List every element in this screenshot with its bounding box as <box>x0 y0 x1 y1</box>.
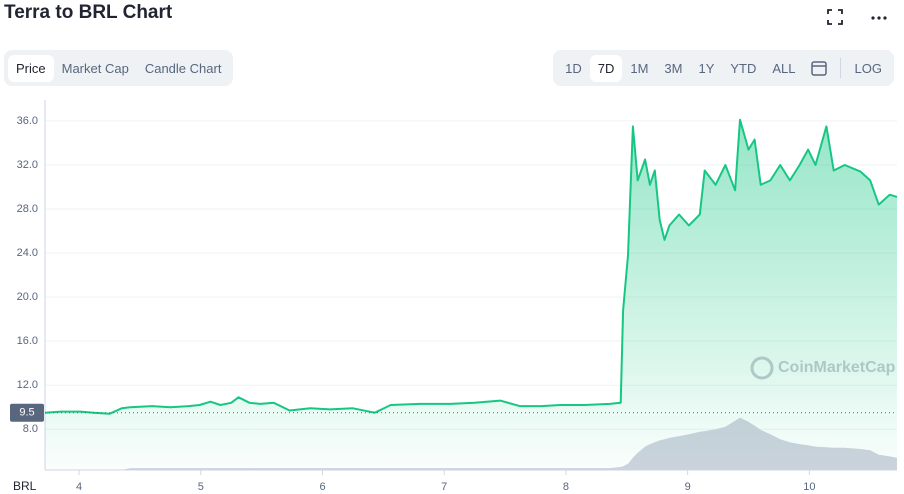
separator <box>839 58 841 78</box>
toolbar-icons <box>826 8 888 26</box>
range-button[interactable]: 3M <box>664 60 683 76</box>
price-line <box>44 118 898 415</box>
range-button[interactable]: YTD <box>730 60 757 76</box>
currency-label: BRL <box>13 479 37 493</box>
chart-title: Terra to BRL Chart <box>4 2 173 23</box>
y-tick-label: 36.0 <box>17 115 38 127</box>
y-tick-label: 8.0 <box>23 423 38 435</box>
x-tick-label: 6 <box>319 481 325 493</box>
y-tick-label: 32.0 <box>17 159 38 171</box>
range-button[interactable]: 1Y <box>698 60 715 76</box>
x-tick-label: 8 <box>563 481 569 493</box>
range-button[interactable]: ALL <box>772 60 796 76</box>
tab[interactable]: Price <box>8 54 54 82</box>
tab-group: Price Market Cap Candle Chart <box>4 50 234 86</box>
log-button[interactable]: LOG <box>854 60 882 76</box>
x-tick-label: 4 <box>76 481 82 493</box>
y-tick-label: 20.0 <box>17 291 38 303</box>
range-group: 1D 7D 1M 3M 1Y YTD ALL LOG <box>553 50 894 86</box>
tab[interactable]: Candle Chart <box>144 60 222 76</box>
more-icon[interactable] <box>870 8 888 26</box>
range-button[interactable]: 1D <box>565 60 582 76</box>
calendar-icon[interactable] <box>804 59 834 77</box>
reference-label-bg <box>10 403 44 422</box>
fullscreen-icon[interactable] <box>826 8 844 26</box>
x-tick-label: 7 <box>441 481 447 493</box>
y-tick-label: 16.0 <box>17 335 38 347</box>
price-area <box>45 119 897 471</box>
range-button[interactable]: 1M <box>630 60 649 76</box>
y-tick-label: 12.0 <box>17 379 38 391</box>
tab[interactable]: Market Cap <box>61 60 129 76</box>
y-tick-label: 24.0 <box>17 247 38 259</box>
reference-label: 9.5 <box>19 407 34 419</box>
x-tick-label: 9 <box>685 481 691 493</box>
range-button[interactable]: 7D <box>589 54 623 82</box>
x-tick-label: 5 <box>198 481 204 493</box>
x-tick-label: 10 <box>803 481 815 493</box>
y-tick-label: 28.0 <box>17 203 38 215</box>
